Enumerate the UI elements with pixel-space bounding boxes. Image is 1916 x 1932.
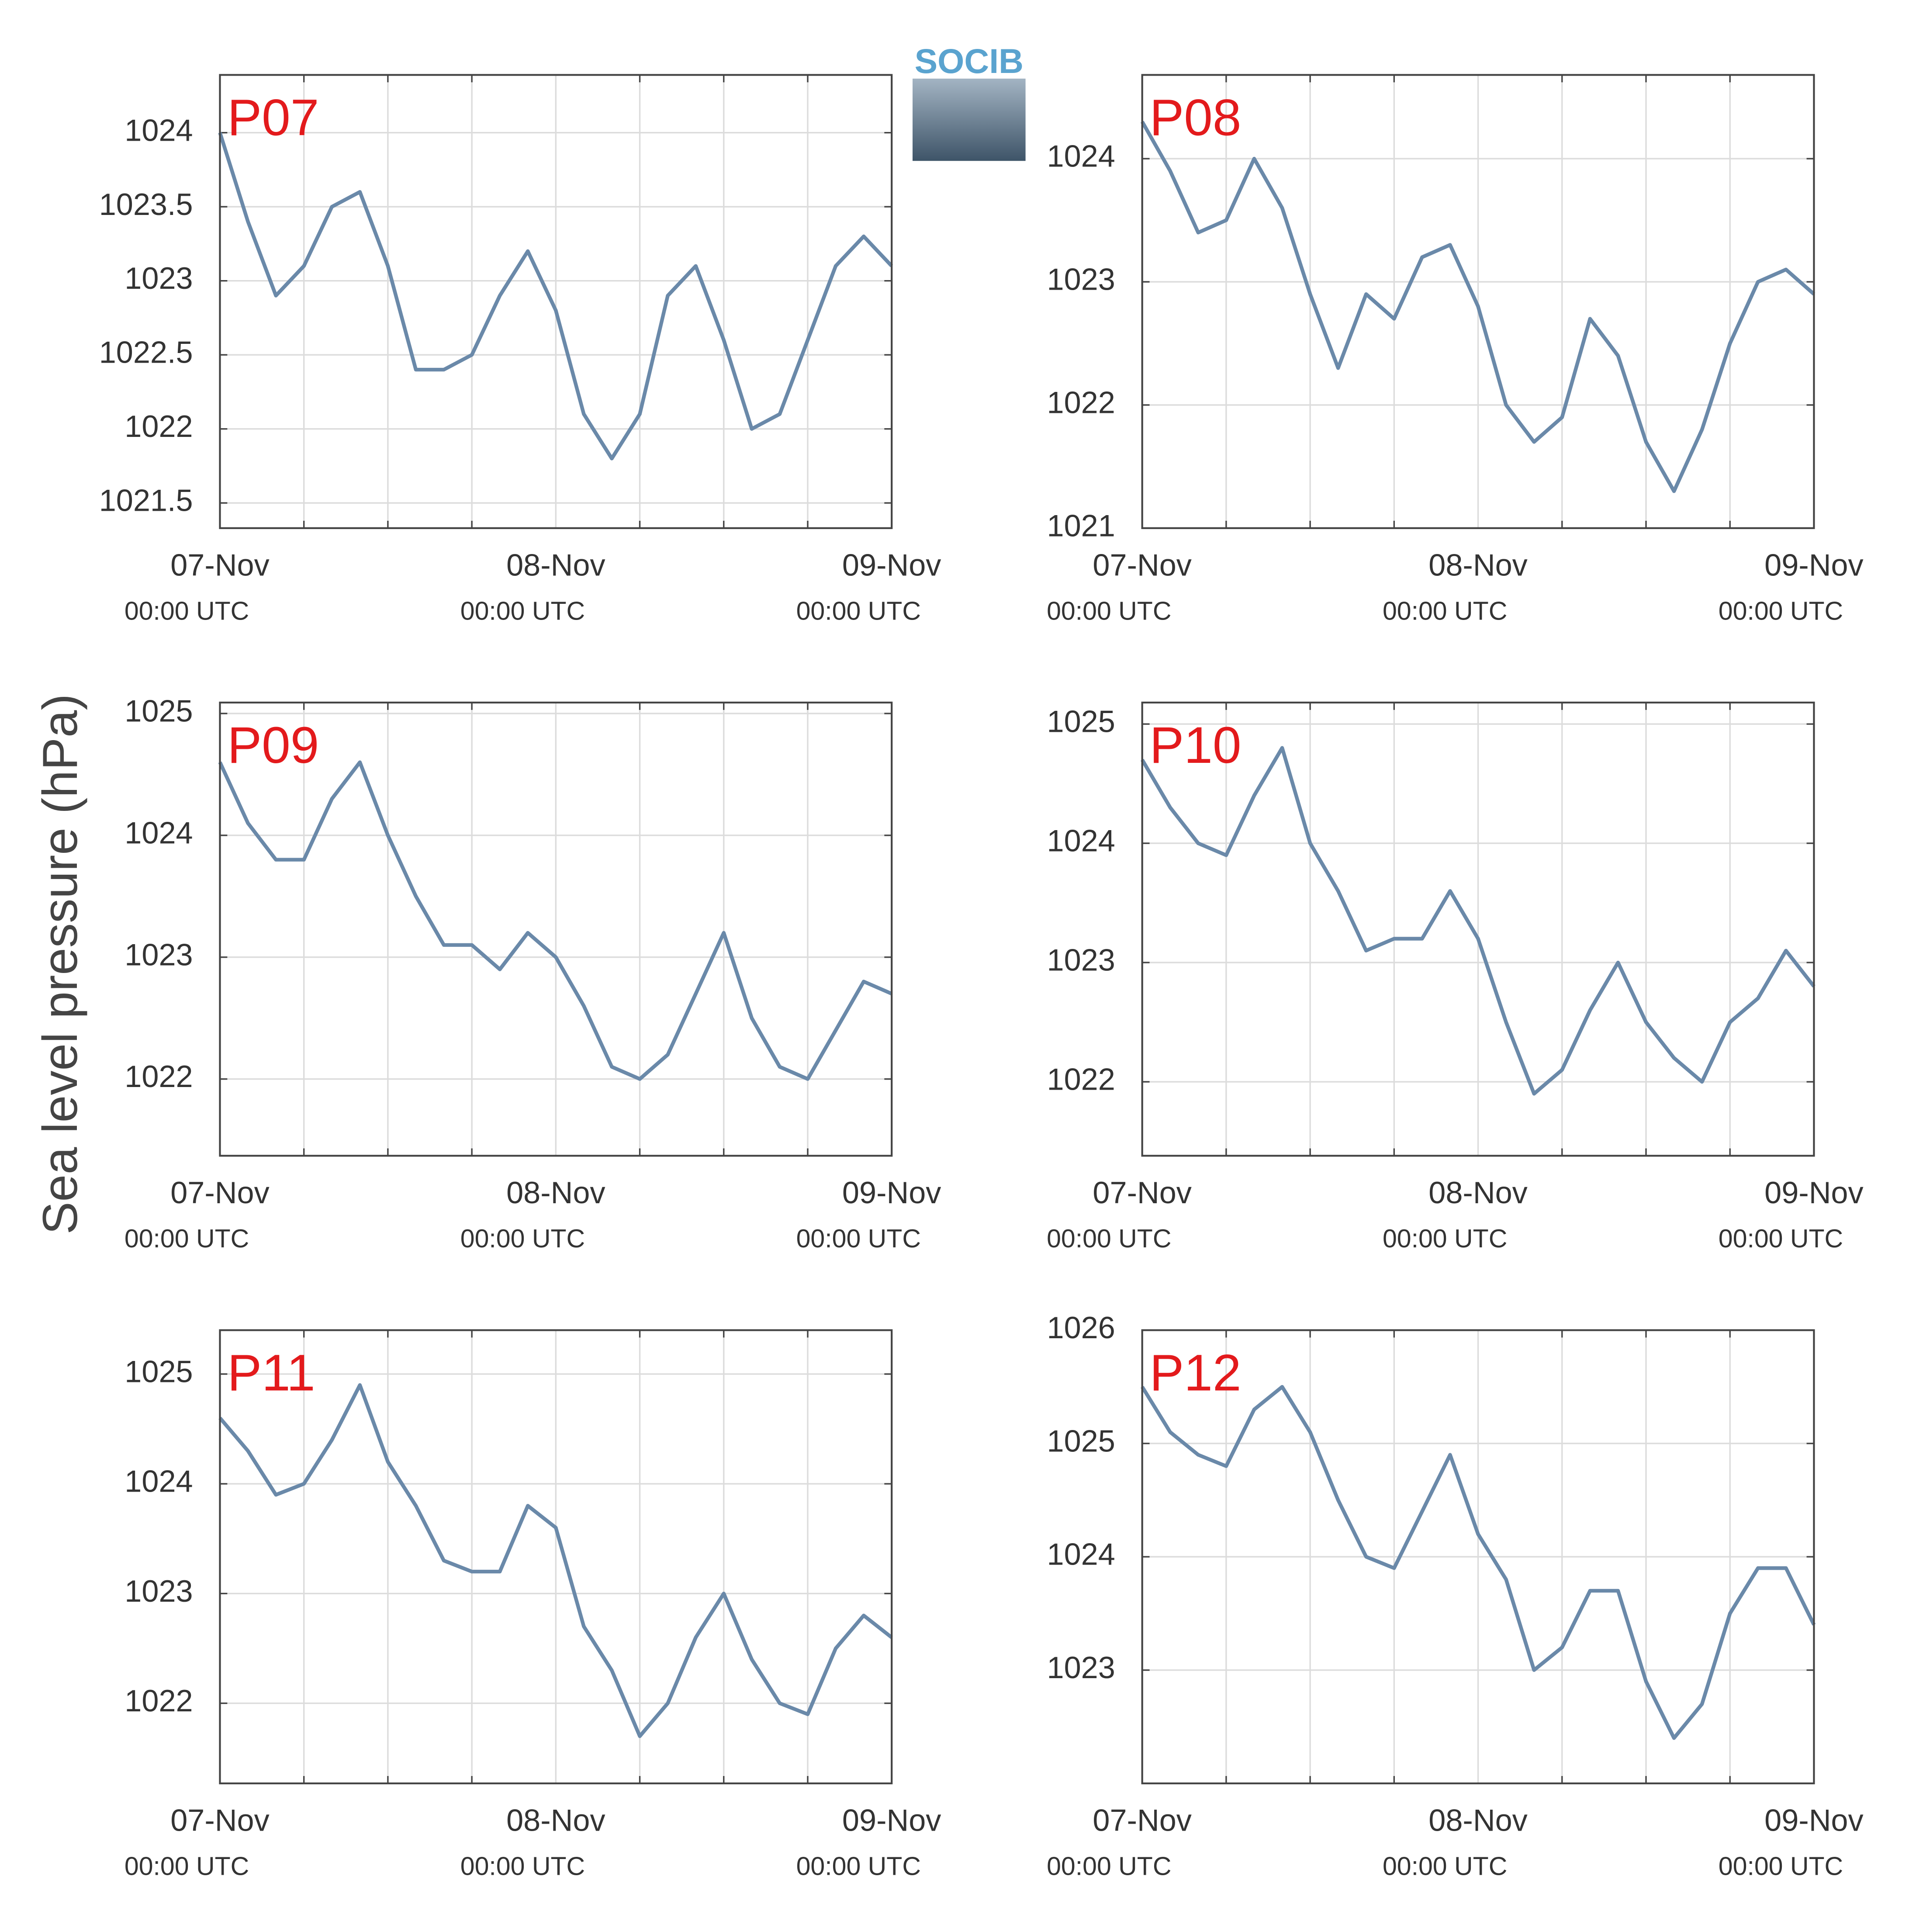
y-tick-label: 1022 bbox=[125, 1059, 193, 1094]
y-tick-label: 1024 bbox=[1047, 1537, 1115, 1572]
panel: 07-Nov 00:00 UTC 08-Nov 00:00 UTC 09-Nov 00:0… bbox=[125, 1329, 941, 1880]
x-tick-sublabel: 00:00 UTC bbox=[1719, 1852, 1843, 1880]
y-tick-label: 1026 bbox=[1047, 1310, 1115, 1345]
y-tick-label: 1021.5 bbox=[99, 483, 193, 518]
x-tick-sublabel: 00:00 UTC bbox=[796, 1224, 921, 1253]
x-tick-label: 08-Nov bbox=[1428, 547, 1528, 582]
y-tick-label: 1023 bbox=[1047, 1650, 1115, 1685]
y-tick-label: 1022 bbox=[1047, 1062, 1115, 1097]
x-tick-label: 07-Nov bbox=[170, 1175, 270, 1210]
x-tick-sublabel: 00:00 UTC bbox=[460, 1852, 585, 1880]
x-tick-sublabel: 00:00 UTC bbox=[1719, 596, 1843, 625]
x-tick-sublabel: 00:00 UTC bbox=[796, 1852, 921, 1880]
x-tick-label: 07-Nov bbox=[170, 1803, 270, 1837]
x-tick-label: 09-Nov bbox=[1764, 547, 1864, 582]
x-tick-sublabel: 00:00 UTC bbox=[1383, 1852, 1507, 1880]
x-tick-label: 09-Nov bbox=[1764, 1803, 1864, 1837]
panel: 07-Nov 00:00 UTC 08-Nov 00:00 UTC 09-Nov 00:0… bbox=[1047, 74, 1864, 625]
y-tick-label: 1023 bbox=[1047, 943, 1115, 977]
y-tick-label: 1024 bbox=[125, 113, 193, 147]
y-tick-label: 1023 bbox=[125, 937, 193, 972]
panel-title: P08 bbox=[1150, 89, 1242, 146]
x-tick-sublabel: 00:00 UTC bbox=[125, 1224, 249, 1253]
y-tick-label: 1022.5 bbox=[99, 335, 193, 370]
x-tick-sublabel: 00:00 UTC bbox=[1047, 1224, 1171, 1253]
y-tick-label: 1024 bbox=[125, 816, 193, 850]
logo: SOCIB bbox=[912, 42, 1026, 161]
x-tick-label: 09-Nov bbox=[1764, 1175, 1864, 1210]
panel: 07-Nov 00:00 UTC 08-Nov 00:00 UTC 09-Nov 00:0… bbox=[99, 74, 941, 625]
plot-frame bbox=[1141, 701, 1815, 1157]
x-tick-sublabel: 00:00 UTC bbox=[796, 596, 921, 625]
series-line bbox=[1141, 1385, 1816, 1740]
panel: 07-Nov 00:00 UTC 08-Nov 00:00 UTC 09-Nov 00:0… bbox=[1047, 1310, 1864, 1880]
x-tick-label: 08-Nov bbox=[506, 1175, 605, 1210]
x-tick-label: 07-Nov bbox=[1093, 1175, 1192, 1210]
logo-block bbox=[912, 78, 1026, 161]
panel-title: P07 bbox=[227, 89, 319, 146]
series-line bbox=[218, 1383, 893, 1738]
x-tick-sublabel: 00:00 UTC bbox=[1383, 1224, 1507, 1253]
y-tick-label: 1025 bbox=[125, 1354, 193, 1389]
x-tick-sublabel: 00:00 UTC bbox=[1383, 596, 1507, 625]
y-tick-label: 1022 bbox=[125, 1683, 193, 1718]
plot-frame bbox=[219, 1329, 893, 1784]
panel-title: P09 bbox=[227, 717, 319, 774]
x-tick-sublabel: 00:00 UTC bbox=[460, 1224, 585, 1253]
x-tick-sublabel: 00:00 UTC bbox=[125, 596, 249, 625]
x-tick-label: 08-Nov bbox=[1428, 1175, 1528, 1210]
x-tick-label: 07-Nov bbox=[1093, 1803, 1192, 1837]
x-tick-label: 09-Nov bbox=[842, 547, 941, 582]
series-line bbox=[218, 760, 892, 1081]
plot-frame bbox=[1141, 1329, 1815, 1784]
x-tick-label: 08-Nov bbox=[506, 547, 605, 582]
y-tick-label: 1025 bbox=[1047, 704, 1115, 739]
x-tick-label: 08-Nov bbox=[1428, 1803, 1528, 1837]
y-tick-label: 1023.5 bbox=[99, 187, 193, 222]
plot-frame bbox=[219, 701, 893, 1157]
series-line bbox=[1141, 121, 1816, 493]
panel-title: P12 bbox=[1150, 1344, 1242, 1402]
y-tick-label: 1023 bbox=[125, 261, 193, 295]
y-tick-label: 1021 bbox=[1047, 508, 1115, 543]
plot-frame bbox=[1141, 74, 1815, 529]
y-tick-label: 1022 bbox=[125, 409, 193, 443]
y-tick-label: 1025 bbox=[125, 694, 193, 728]
panel: 07-Nov 00:00 UTC 08-Nov 00:00 UTC 09-Nov 00:0… bbox=[125, 694, 941, 1253]
y-tick-label: 1025 bbox=[1047, 1423, 1115, 1458]
x-tick-sublabel: 00:00 UTC bbox=[125, 1852, 249, 1880]
y-tick-label: 1023 bbox=[1047, 262, 1115, 297]
logo-text: SOCIB bbox=[915, 42, 1024, 80]
series-line bbox=[218, 132, 893, 460]
y-tick-label: 1024 bbox=[1047, 139, 1115, 173]
x-tick-label: 07-Nov bbox=[1093, 547, 1192, 582]
y-tick-label: 1024 bbox=[125, 1464, 193, 1499]
panel-title: P10 bbox=[1150, 717, 1242, 774]
x-tick-sublabel: 00:00 UTC bbox=[1719, 1224, 1843, 1253]
x-tick-label: 07-Nov bbox=[170, 547, 270, 582]
y-tick-label: 1022 bbox=[1047, 385, 1115, 419]
x-tick-sublabel: 00:00 UTC bbox=[460, 596, 585, 625]
x-tick-sublabel: 00:00 UTC bbox=[1047, 1852, 1171, 1880]
y-tick-label: 1023 bbox=[125, 1574, 193, 1608]
x-tick-label: 09-Nov bbox=[842, 1175, 941, 1210]
y-axis-label: Sea level pressure (hPa) bbox=[32, 694, 87, 1234]
panel: 07-Nov 00:00 UTC 08-Nov 00:00 UTC 09-Nov 00:0… bbox=[1047, 701, 1864, 1253]
series-line bbox=[1141, 746, 1816, 1096]
panel-title: P11 bbox=[227, 1344, 315, 1402]
x-tick-label: 08-Nov bbox=[506, 1803, 605, 1837]
x-tick-sublabel: 00:00 UTC bbox=[1047, 596, 1171, 625]
y-tick-label: 1024 bbox=[1047, 824, 1115, 858]
x-tick-label: 09-Nov bbox=[842, 1803, 941, 1837]
plot-frame bbox=[219, 74, 893, 529]
